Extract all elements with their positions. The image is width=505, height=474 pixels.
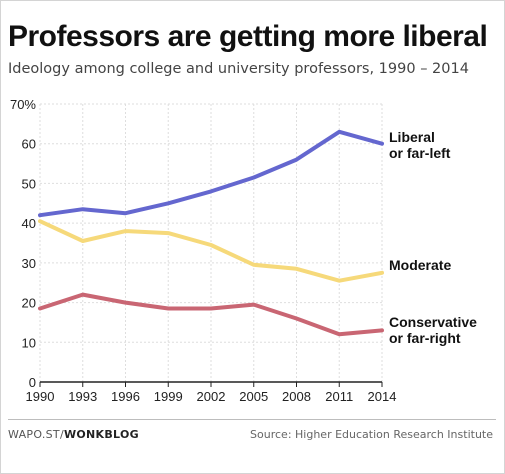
axis: 0 10 20 30 40 50 60 70% 1990 1993 1996 1999 2002 2005… bbox=[10, 97, 396, 404]
credit-prefix: WAPO.ST/ bbox=[8, 428, 64, 441]
chart-title: Professors are getting more liberal bbox=[8, 20, 488, 53]
gridlines bbox=[39, 103, 383, 382]
x-tick-label: 1996 bbox=[111, 389, 140, 404]
y-tick-label: 50 bbox=[22, 176, 36, 191]
footer-divider bbox=[8, 419, 496, 420]
footer-credit: WAPO.ST/WONKBLOG bbox=[8, 428, 139, 441]
y-tick-label: 20 bbox=[22, 296, 36, 311]
y-tick-label: 70% bbox=[10, 97, 36, 112]
y-tick-label: 30 bbox=[22, 256, 36, 271]
series-line bbox=[38, 219, 384, 283]
y-tick-label: 0 bbox=[29, 375, 36, 390]
x-tick-label: 2014 bbox=[368, 389, 397, 404]
x-tick-label: 1993 bbox=[68, 389, 97, 404]
series-line bbox=[38, 292, 384, 337]
x-tick-label: 2002 bbox=[197, 389, 226, 404]
series-line bbox=[38, 129, 384, 218]
x-tick-label: 2011 bbox=[325, 389, 353, 404]
series-label: Moderate bbox=[389, 257, 451, 273]
series-label: or far-right bbox=[389, 330, 461, 346]
series-label: or far-left bbox=[389, 145, 451, 161]
y-tick-label: 60 bbox=[22, 137, 36, 152]
series-lines bbox=[38, 129, 384, 337]
x-tick-label: 1999 bbox=[154, 389, 183, 404]
x-tick-label: 2005 bbox=[239, 389, 268, 404]
x-tick-label: 2008 bbox=[282, 389, 311, 404]
series-label: Liberal bbox=[389, 129, 435, 145]
y-tick-label: 10 bbox=[22, 335, 36, 350]
x-tick-label: 1990 bbox=[26, 389, 55, 404]
chart-subtitle: Ideology among college and university pr… bbox=[8, 61, 469, 77]
footer-source: Source: Higher Education Research Instit… bbox=[250, 428, 493, 441]
credit-brand: WONKBLOG bbox=[63, 428, 139, 441]
series-label: Conservative bbox=[389, 314, 477, 330]
y-tick-label: 40 bbox=[22, 216, 36, 231]
